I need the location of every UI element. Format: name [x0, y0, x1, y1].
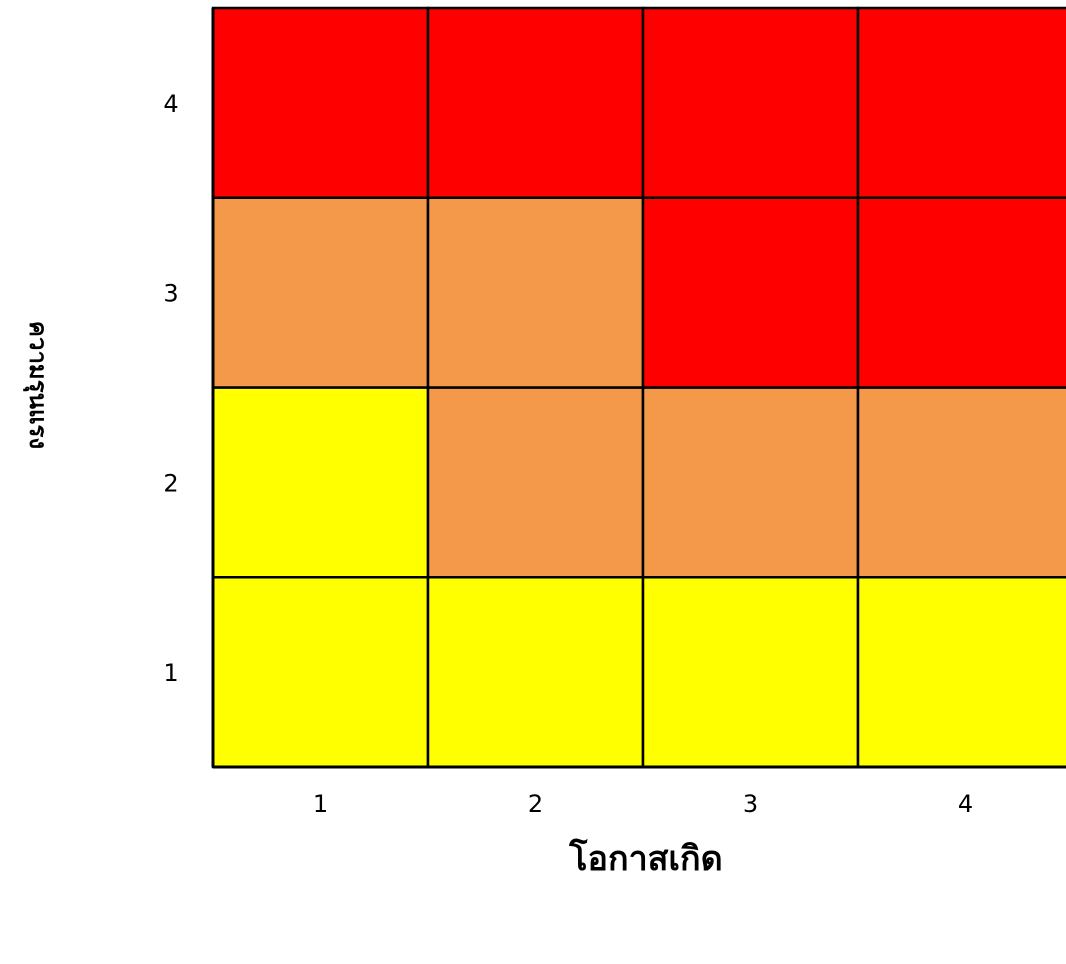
heatmap-cell-x3-y3	[641, 196, 860, 389]
x-tick-label: 3	[743, 790, 758, 818]
heatmap-cell-x1-y2	[211, 386, 430, 579]
x-tick-label: 4	[958, 790, 973, 818]
axes-layer	[211, 8, 1066, 769]
heatmap-cell-x2-y4	[426, 6, 645, 199]
heatmap-cell-x3-y1	[641, 576, 860, 769]
x-tick-label: 1	[313, 790, 328, 818]
heatmap-cell-x2-y1	[426, 576, 645, 769]
cells-layer	[211, 6, 1066, 769]
y-tick-label: 1	[163, 659, 178, 687]
heatmap-cell-x4-y2	[856, 386, 1066, 579]
heatmap-cell-x2-y2	[426, 386, 645, 579]
y-tick-label: 3	[163, 280, 178, 308]
heatmap-cell-x1-y1	[211, 576, 430, 769]
ticks-layer: 1 2 3 4 1 2 3 4	[163, 90, 973, 818]
heatmap-cell-x4-y3	[856, 196, 1066, 389]
heatmap-cell-x1-y3	[211, 196, 430, 389]
y-tick-label: 2	[163, 469, 178, 497]
x-axis-label: โอกาสเกิด	[568, 838, 722, 879]
heatmap-cell-x4-y1	[856, 576, 1066, 769]
y-tick-label: 4	[163, 90, 178, 118]
heatmap-cell-x1-y4	[211, 6, 430, 199]
y-axis-label: ความรุนแรง	[22, 321, 52, 449]
heatmap-cell-x3-y4	[641, 6, 860, 199]
x-tick-label: 2	[528, 790, 543, 818]
heatmap-cell-x3-y2	[641, 386, 860, 579]
heatmap-cell-x2-y3	[426, 196, 645, 389]
heatmap-cell-x4-y4	[856, 6, 1066, 199]
